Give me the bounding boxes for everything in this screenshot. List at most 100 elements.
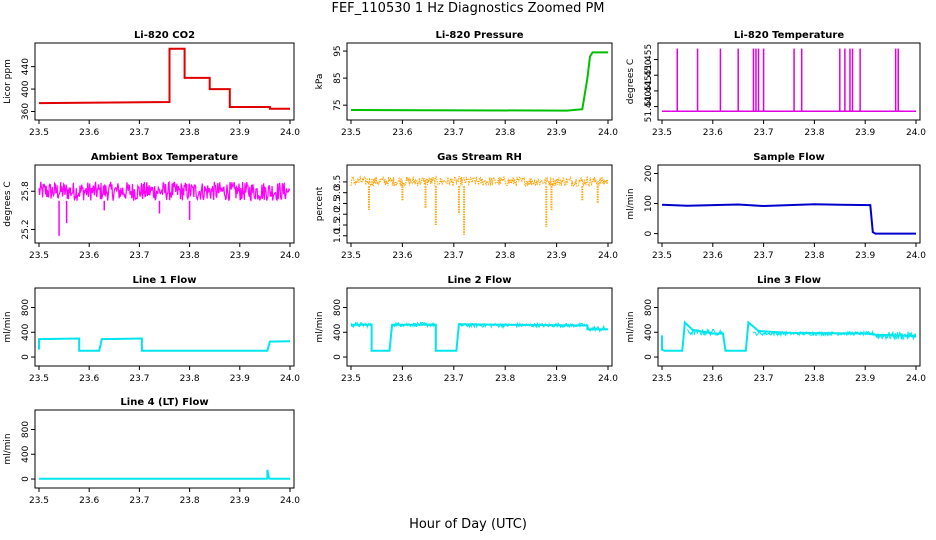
- y-tick-label: 0: [644, 230, 654, 236]
- y-tick-label: 51.455: [644, 44, 654, 76]
- series-noise: [350, 175, 609, 189]
- y-axis-label: Licor ppm: [3, 59, 13, 104]
- x-tick-label: 23.9: [230, 374, 250, 384]
- y-tick-label: 25.8: [21, 181, 31, 201]
- y-axis-label: degrees C: [626, 59, 636, 104]
- x-tick-label: 23.8: [180, 128, 200, 138]
- y-tick-label: 2.5: [333, 196, 343, 210]
- x-tick-label: 23.6: [703, 128, 723, 138]
- y-tick-label: 400: [333, 323, 343, 340]
- y-tick-label: 3.5: [333, 175, 343, 189]
- chart-panel-6: Sample Flow 23.5 23.6 23.7 23.8 23.9 24.0 0 100 2…: [626, 152, 926, 261]
- x-tick-label: 23.8: [804, 251, 824, 261]
- x-tick-label: 23.5: [29, 251, 49, 261]
- x-tick-label: 23.5: [652, 251, 672, 261]
- y-axis-label: kPa: [315, 74, 325, 90]
- panel-title: Sample Flow: [753, 152, 825, 163]
- x-tick-label: 23.7: [754, 374, 774, 384]
- x-tick-label: 23.8: [804, 374, 824, 384]
- data-layer: [38, 47, 290, 110]
- y-axis-label: degrees C: [3, 181, 13, 226]
- x-tick-label: 23.5: [29, 374, 49, 384]
- x-tick-label: 23.5: [29, 128, 49, 138]
- y-tick-label: 100: [644, 195, 654, 212]
- x-tick-label: 23.5: [341, 128, 361, 138]
- plot-frame: [657, 42, 921, 121]
- x-tick-label: 23.7: [444, 374, 464, 384]
- x-tick-label: 24.0: [906, 128, 926, 138]
- x-tick-label: 23.6: [79, 496, 99, 506]
- x-tick-label: 24.0: [906, 374, 926, 384]
- data-layer: [38, 337, 291, 352]
- panel-title: Line 4 (LT) Flow: [120, 397, 208, 408]
- x-axis-title: Hour of Day (UTC): [409, 517, 527, 532]
- x-tick-label: 23.7: [444, 251, 464, 261]
- x-tick-label: 23.9: [855, 251, 875, 261]
- x-tick-label: 23.8: [180, 374, 200, 384]
- plot-frame: [657, 164, 921, 244]
- x-tick-label: 23.9: [547, 128, 567, 138]
- x-tick-label: 23.6: [79, 128, 99, 138]
- plot-frame: [34, 409, 295, 489]
- chart-panel-7: Line 1 Flow 23.5 23.6 23.7 23.8 23.9 24.0 0 400 8…: [3, 275, 300, 384]
- series-line: [661, 320, 917, 352]
- y-tick-label: 200: [644, 165, 654, 182]
- data-layer: [350, 321, 608, 352]
- y-tick-label: 0: [21, 354, 31, 360]
- x-tick-label: 23.5: [341, 251, 361, 261]
- x-tick-label: 23.5: [341, 374, 361, 384]
- y-tick-label: 400: [21, 80, 31, 97]
- x-tick-label: 23.8: [495, 374, 515, 384]
- x-tick-label: 23.5: [29, 496, 49, 506]
- x-tick-label: 23.8: [804, 128, 824, 138]
- x-tick-label: 23.8: [180, 251, 200, 261]
- y-tick-label: 440: [21, 58, 31, 75]
- panel-title: Line 2 Flow: [448, 275, 512, 286]
- plot-frame: [346, 164, 613, 244]
- chart-panel-9: Line 3 Flow 23.5 23.6 23.7 23.8 23.9 24.0 0 400 8…: [626, 275, 926, 384]
- plot-frame: [34, 287, 295, 367]
- y-tick-label: 85: [333, 72, 343, 83]
- chart-panel-8: Line 2 Flow 23.5 23.6 23.7 23.8 23.9 24.0 0 400 8…: [315, 275, 618, 384]
- series-line: [350, 51, 608, 112]
- y-tick-label: 25.2: [21, 219, 31, 239]
- series-line: [38, 47, 290, 110]
- x-tick-label: 24.0: [598, 251, 618, 261]
- x-tick-label: 24.0: [280, 128, 300, 138]
- panel-title: Line 3 Flow: [757, 275, 821, 286]
- y-tick-label: 800: [21, 421, 31, 438]
- chart-panel-10: Line 4 (LT) Flow 23.5 23.6 23.7 23.8 23.9 24.0…: [3, 397, 300, 506]
- y-tick-label: 1.0: [333, 228, 343, 243]
- x-tick-label: 23.6: [79, 251, 99, 261]
- y-tick-label: 800: [333, 299, 343, 316]
- series-line: [351, 323, 608, 352]
- x-tick-label: 23.9: [855, 374, 875, 384]
- chart-panel-1: Li-820 CO2 23.5 23.6 23.7 23.8 23.9 24.0 360 400…: [3, 30, 300, 138]
- x-tick-label: 24.0: [598, 374, 618, 384]
- x-tick-label: 23.9: [547, 374, 567, 384]
- series-line: [38, 337, 291, 352]
- x-tick-label: 23.7: [754, 251, 774, 261]
- chart-panel-2: Li-820 Pressure 23.5 23.6 23.7 23.8 23.9 24.0 7…: [315, 30, 618, 138]
- y-axis-label: percent: [315, 186, 325, 221]
- y-tick-label: 400: [644, 323, 654, 340]
- y-tick-label: 51.450: [644, 59, 654, 91]
- x-tick-label: 23.7: [129, 128, 149, 138]
- x-tick-label: 23.7: [444, 128, 464, 138]
- x-tick-label: 23.5: [652, 128, 672, 138]
- x-tick-label: 23.9: [547, 251, 567, 261]
- y-tick-label: 800: [21, 299, 31, 316]
- x-tick-label: 23.9: [855, 128, 875, 138]
- plot-frame: [34, 164, 295, 244]
- panel-title: Gas Stream RH: [437, 152, 522, 163]
- chart-panel-3: Li-820 Temperature 23.5 23.6 23.7 23.8 23.9 24…: [626, 30, 926, 138]
- x-tick-label: 24.0: [280, 251, 300, 261]
- series-line: [39, 469, 290, 480]
- series-noise-band: [586, 324, 608, 333]
- x-tick-label: 23.8: [495, 128, 515, 138]
- x-tick-label: 24.0: [280, 496, 300, 506]
- plot-frame: [346, 287, 613, 367]
- x-tick-label: 23.9: [230, 128, 250, 138]
- y-axis-label: ml/min: [315, 311, 325, 342]
